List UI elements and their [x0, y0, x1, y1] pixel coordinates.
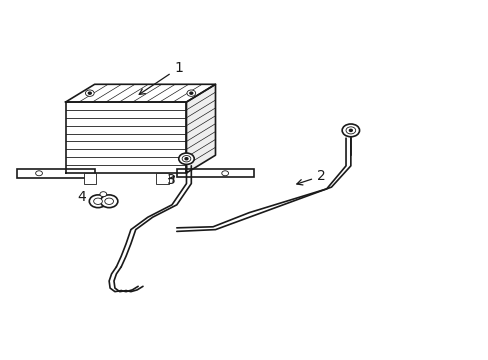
- Circle shape: [179, 153, 194, 165]
- Bar: [17, 169, 95, 177]
- Circle shape: [342, 124, 359, 137]
- Polygon shape: [65, 84, 215, 102]
- Circle shape: [104, 198, 113, 204]
- Polygon shape: [65, 102, 186, 173]
- Circle shape: [184, 158, 187, 160]
- Circle shape: [100, 195, 118, 208]
- Circle shape: [88, 92, 91, 94]
- Circle shape: [182, 156, 190, 162]
- Text: 1: 1: [139, 61, 183, 94]
- Circle shape: [186, 90, 195, 96]
- Circle shape: [222, 171, 228, 176]
- Text: 4: 4: [78, 190, 100, 203]
- Circle shape: [36, 171, 42, 176]
- Circle shape: [94, 198, 102, 204]
- Circle shape: [89, 195, 106, 208]
- Circle shape: [100, 192, 106, 197]
- Polygon shape: [186, 84, 215, 173]
- Text: 2: 2: [296, 169, 325, 185]
- Bar: [156, 172, 168, 184]
- Circle shape: [346, 127, 355, 134]
- Bar: [177, 169, 254, 177]
- Text: 3: 3: [167, 172, 176, 186]
- Circle shape: [189, 92, 192, 94]
- Circle shape: [85, 90, 94, 96]
- Bar: [83, 172, 96, 184]
- Circle shape: [349, 129, 351, 131]
